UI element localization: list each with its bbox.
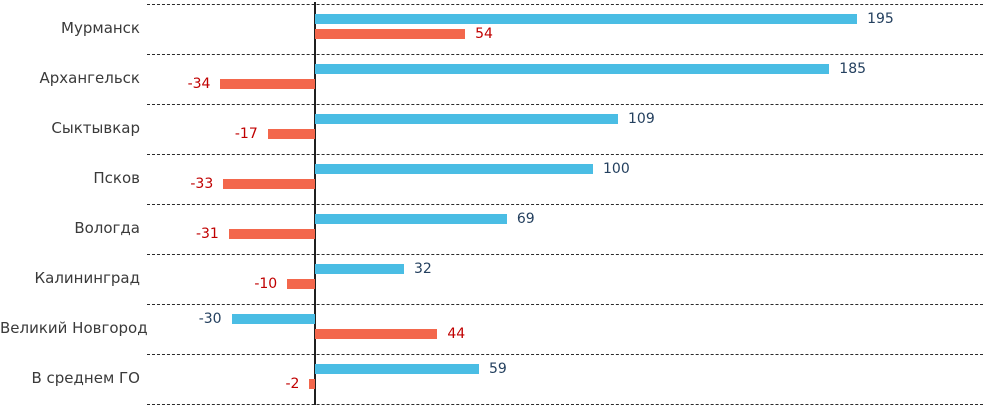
dashed-gridline bbox=[147, 204, 983, 205]
bar-blue-series bbox=[315, 164, 593, 174]
dashed-gridline bbox=[147, 354, 983, 355]
value-label-red-series: 44 bbox=[447, 326, 466, 342]
category-label: Сыктывкар bbox=[51, 119, 140, 137]
category-label: Архангельск bbox=[39, 69, 140, 87]
bar-red-series bbox=[309, 379, 315, 389]
value-label-blue-series: 185 bbox=[839, 61, 867, 77]
category-label: В среднем ГО bbox=[31, 369, 140, 387]
bar-blue-series bbox=[315, 364, 480, 374]
value-label-red-series: -17 bbox=[234, 126, 258, 142]
zero-axis-line bbox=[314, 2, 316, 405]
value-label-blue-series: 100 bbox=[603, 161, 630, 177]
category-label: Псков bbox=[93, 169, 140, 187]
bar-blue-series bbox=[315, 14, 858, 24]
value-label-red-series: -34 bbox=[187, 76, 211, 92]
bar-blue-series bbox=[315, 114, 619, 124]
bar-blue-series bbox=[231, 314, 315, 324]
category-label: Вологда bbox=[74, 219, 140, 237]
dashed-gridline bbox=[147, 404, 983, 405]
dashed-gridline bbox=[147, 254, 983, 255]
category-label: Великий Новгород bbox=[0, 319, 148, 337]
bar-blue-series bbox=[315, 264, 404, 274]
bar-red-series bbox=[223, 179, 315, 189]
dashed-gridline bbox=[147, 154, 983, 155]
value-label-blue-series: 109 bbox=[628, 111, 655, 127]
category-label: Калининград bbox=[34, 269, 140, 287]
value-label-blue-series: -30 bbox=[198, 311, 222, 327]
value-label-red-series: -33 bbox=[190, 176, 214, 192]
value-label-blue-series: 32 bbox=[413, 261, 432, 277]
value-label-red-series: 54 bbox=[475, 26, 493, 42]
bar-red-series bbox=[220, 79, 315, 89]
value-label-blue-series: 69 bbox=[516, 211, 535, 227]
bar-red-series bbox=[315, 29, 466, 39]
value-label-blue-series: 195 bbox=[867, 11, 894, 27]
bar-blue-series bbox=[315, 214, 507, 224]
dashed-gridline bbox=[147, 54, 983, 55]
dashed-gridline bbox=[147, 104, 983, 105]
bar-red-series bbox=[267, 129, 315, 139]
value-label-red-series: -10 bbox=[254, 276, 278, 292]
dashed-gridline bbox=[147, 304, 983, 305]
bar-red-series bbox=[315, 329, 438, 339]
dashed-gridline bbox=[147, 4, 983, 5]
value-label-red-series: -31 bbox=[195, 226, 219, 242]
bar-red-series bbox=[228, 229, 315, 239]
value-label-red-series: -2 bbox=[285, 376, 300, 392]
value-label-blue-series: 59 bbox=[489, 361, 507, 377]
bar-red-series bbox=[287, 279, 315, 289]
category-label: Мурманск bbox=[61, 19, 140, 37]
bar-blue-series bbox=[315, 64, 830, 74]
